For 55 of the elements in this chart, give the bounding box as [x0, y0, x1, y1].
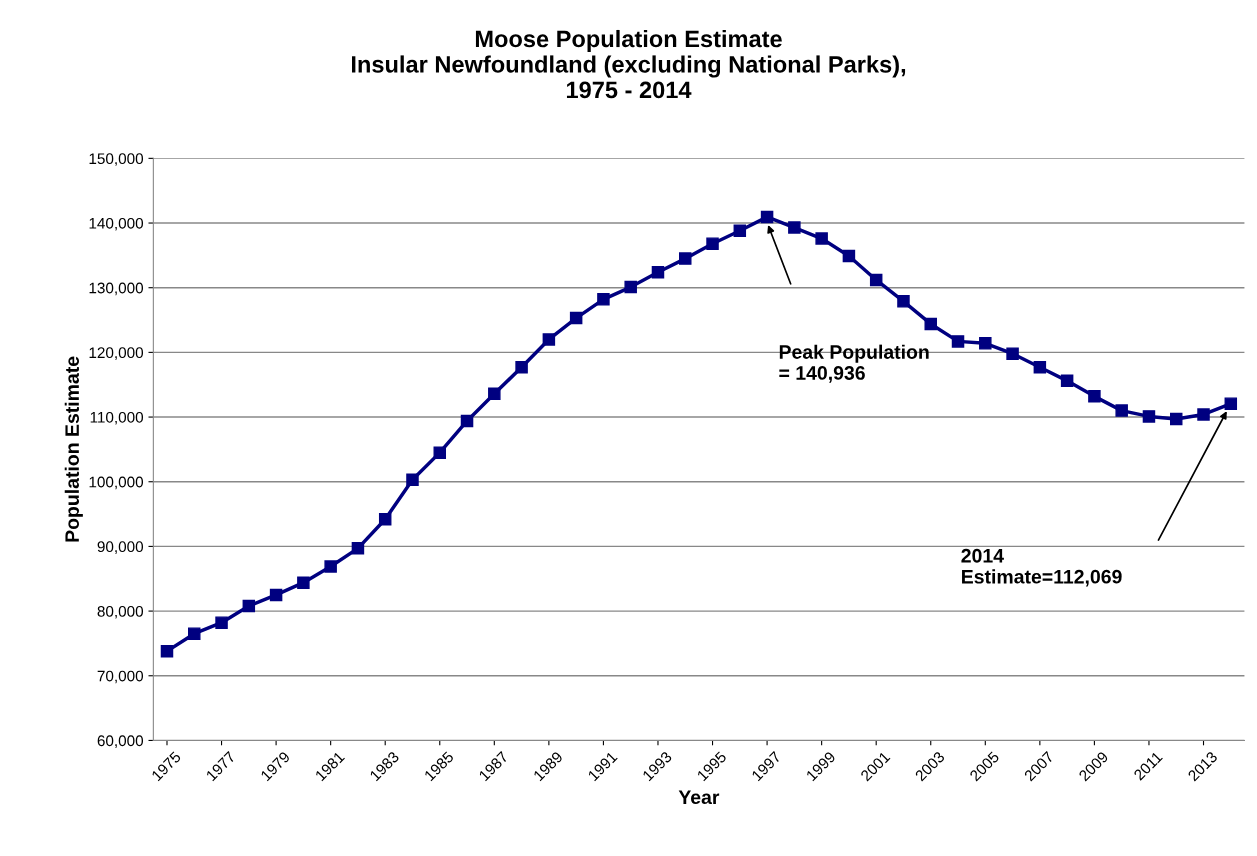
point [624, 280, 637, 294]
point [733, 224, 747, 238]
point [406, 473, 419, 487]
x-axis-title: Year [678, 790, 720, 805]
y-tick-label: 140,000 [89, 217, 144, 231]
y-tick-label: 60,000 [97, 735, 144, 748]
point [1088, 390, 1101, 403]
point [1169, 412, 1183, 426]
y-tick-label: 90,000 [97, 541, 144, 554]
point [651, 265, 665, 279]
point [460, 414, 474, 428]
point [1142, 410, 1156, 423]
point [788, 221, 801, 234]
point [160, 644, 174, 658]
point [1224, 397, 1238, 410]
y-axis-title: Population Estimate [64, 356, 83, 542]
y-tick-label: 100,000 [89, 476, 144, 490]
point [542, 333, 556, 346]
point [1033, 361, 1047, 374]
point [897, 295, 910, 308]
annotation: 2014 Estimate=112,069 [961, 548, 1122, 587]
point [979, 337, 992, 350]
point [242, 599, 256, 613]
chart-title: Moose Population Estimate Insular Newfoundland (excluding National Parks), 1975 - 2014 [351, 29, 906, 99]
point [924, 317, 937, 331]
point [1006, 347, 1019, 360]
point [515, 361, 528, 374]
y-tick-label: 80,000 [97, 605, 144, 619]
point [297, 576, 310, 589]
y-tick-label: 150,000 [89, 153, 144, 166]
point [269, 588, 283, 602]
point [433, 446, 447, 459]
y-tick-label: 120,000 [89, 347, 144, 360]
y-tick-label: 110,000 [90, 411, 144, 425]
point [760, 210, 774, 224]
point [951, 335, 965, 348]
point [1197, 408, 1210, 421]
point [706, 237, 719, 250]
point [1115, 404, 1128, 417]
point [1060, 374, 1074, 388]
point [215, 616, 228, 629]
y-tick-label: 70,000 [97, 670, 144, 684]
point [324, 560, 337, 573]
point [679, 252, 692, 265]
point [815, 232, 828, 245]
point [597, 293, 610, 306]
point [188, 627, 201, 640]
point [842, 249, 856, 263]
point [869, 273, 883, 287]
point [488, 387, 501, 401]
annotation: Peak Population = 140,936 [779, 344, 929, 383]
point [378, 512, 392, 526]
point [351, 542, 365, 555]
point [569, 311, 583, 325]
y-tick-label: 130,000 [89, 282, 144, 296]
